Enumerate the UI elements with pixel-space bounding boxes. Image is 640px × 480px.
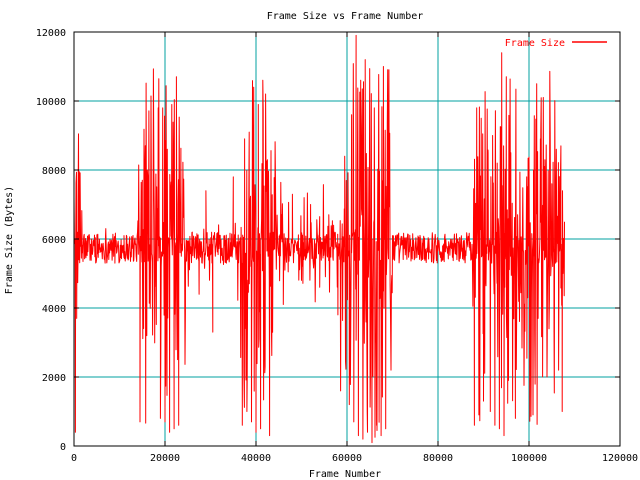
axes-frame (73, 31, 621, 447)
y-tick-label-6000: 6000 (42, 235, 66, 246)
x-tick-label-100000: 100000 (511, 453, 547, 464)
series-line-frame-size (73, 34, 565, 444)
chart-title: Frame Size vs Frame Number (267, 11, 424, 22)
y-tick-label-12000: 12000 (36, 28, 66, 39)
x-tick-label-40000: 40000 (241, 453, 271, 464)
y-tick-label-4000: 4000 (42, 304, 66, 315)
y-tick-label-8000: 8000 (42, 166, 66, 177)
x-tick-label-0: 0 (71, 453, 77, 464)
y-tick-label-0: 0 (60, 442, 66, 453)
x-tick-label-60000: 60000 (332, 453, 362, 464)
x-tick-label-120000: 120000 (602, 453, 638, 464)
legend-series-label: Frame Size (505, 38, 565, 49)
x-axis-label: Frame Number (309, 469, 381, 480)
series-layer (73, 34, 565, 444)
y-tick-label-2000: 2000 (42, 373, 66, 384)
x-tick-label-20000: 20000 (150, 453, 180, 464)
tick-labels: 0 20000 40000 60000 80000 100000 120000 0 2000 40… (36, 28, 638, 464)
y-axis-label: Frame Size (Bytes) (4, 186, 15, 294)
legend: Frame Size (505, 38, 607, 49)
y-tick-label-10000: 10000 (36, 97, 66, 108)
x-tick-label-80000: 80000 (423, 453, 453, 464)
